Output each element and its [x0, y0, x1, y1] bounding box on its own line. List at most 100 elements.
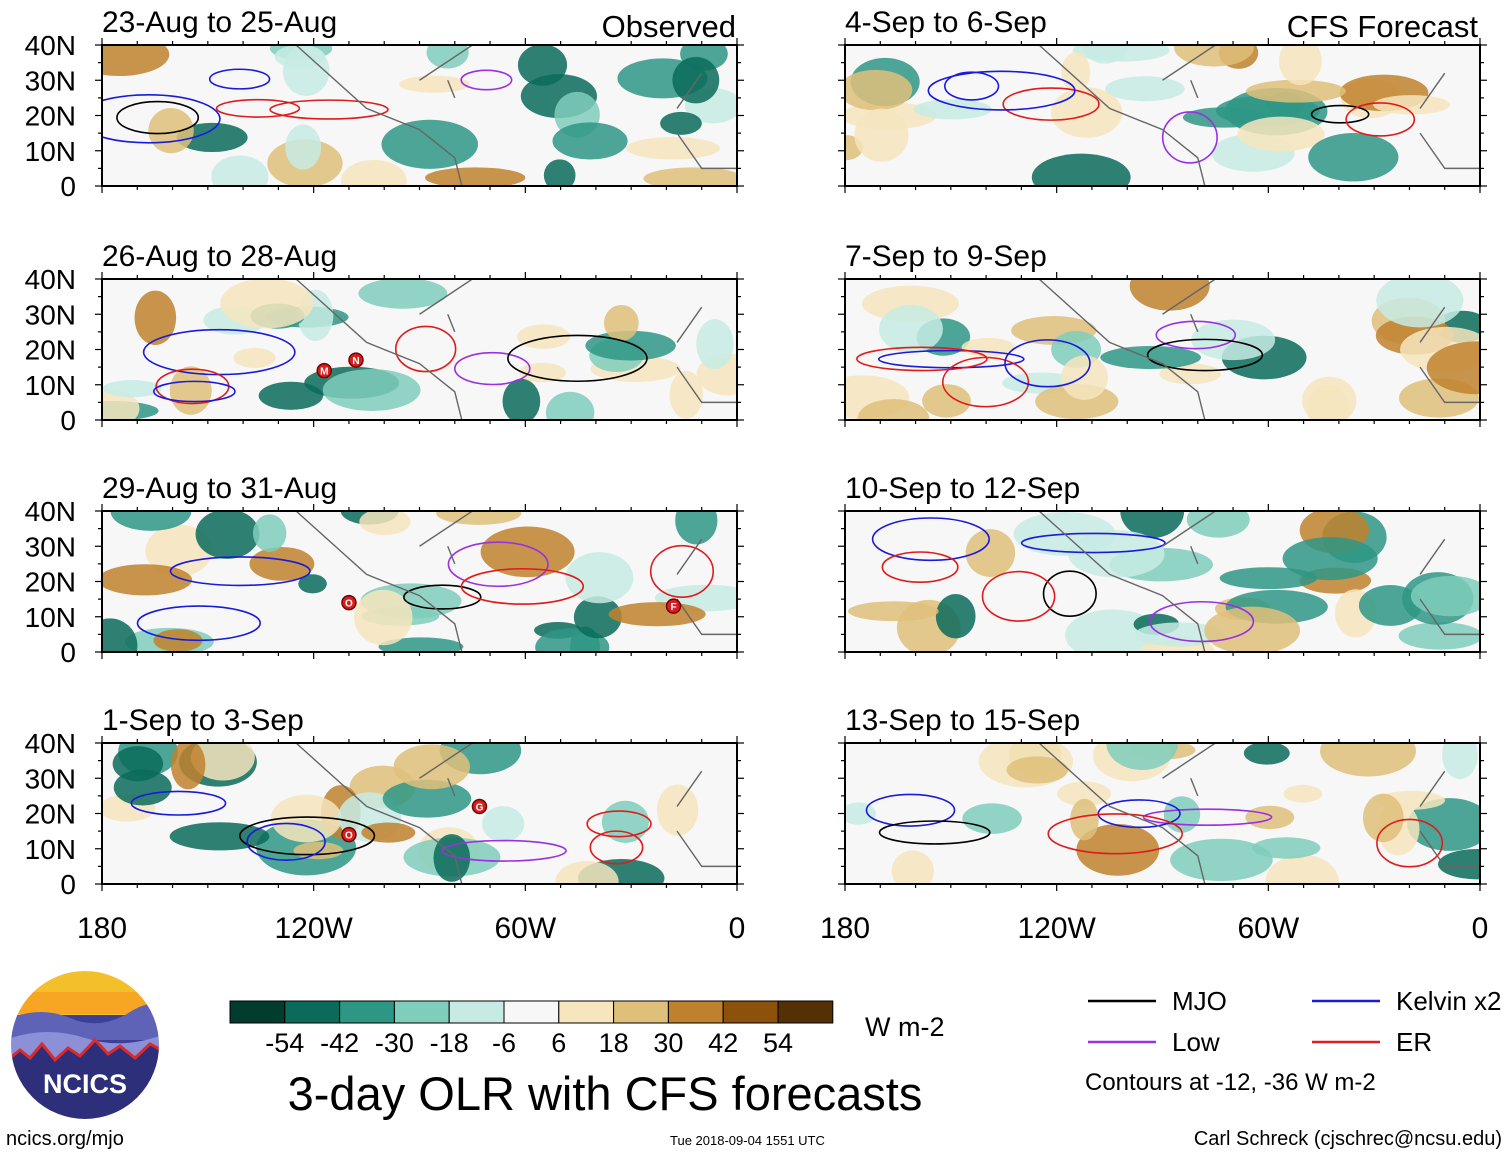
olr-anomaly-blob — [102, 45, 170, 77]
lat-tick-label: 40N — [25, 264, 76, 295]
colorbar-swatch — [777, 1000, 834, 1024]
olr-anomaly-blob — [285, 124, 322, 170]
colorbar-tick-label: -18 — [430, 1028, 469, 1058]
wave-contour — [460, 69, 513, 91]
colorbar-swatch — [284, 1000, 341, 1024]
coastline — [295, 511, 463, 652]
olr-anomaly-blob — [626, 136, 720, 160]
wave-contour — [403, 584, 482, 610]
colorbar-tick-label: 6 — [551, 1028, 566, 1058]
olr-anomaly-blob — [545, 391, 595, 420]
olr-anomaly-blob — [270, 794, 342, 843]
observed-header: Observed — [602, 9, 736, 44]
lat-tick-label: 20N — [25, 799, 76, 830]
coastline — [676, 72, 737, 170]
olr-anomaly-blob — [845, 69, 913, 111]
olr-anomaly-blob — [426, 45, 469, 69]
olr-anomaly-blob — [1252, 837, 1321, 859]
olr-anomaly-blob — [252, 514, 287, 552]
olr-anomaly-blob — [393, 744, 471, 790]
olr-anomaly-blob — [169, 822, 270, 851]
ncics-logo: NCICS — [9, 969, 161, 1121]
olr-anomaly-blob — [1306, 384, 1350, 420]
coastline — [1419, 538, 1480, 636]
wave-contour — [981, 570, 1056, 622]
lat-tick-label: 0 — [60, 869, 76, 900]
storm-marker: O — [341, 594, 357, 611]
wave-contour — [1155, 320, 1237, 350]
colorbar-swatch — [448, 1000, 505, 1024]
colorbar: -54 -42 -30 -18 -6 6 18 30 42 54 — [229, 1000, 834, 1058]
wave-contour — [1310, 104, 1370, 124]
olr-anomaly-blob — [211, 155, 269, 186]
legend: MJO Kelvin x2 Low ER — [1088, 986, 1502, 1057]
olr-anomaly-blob — [298, 574, 327, 594]
lon-tick-label: 60W — [494, 912, 556, 945]
wave-contour — [941, 356, 1030, 408]
olr-anomaly-blob — [675, 511, 718, 545]
olr-anomaly-blob — [1245, 79, 1346, 103]
olr-anomaly-blob — [249, 547, 315, 581]
olr-anomaly-blob — [922, 384, 971, 418]
olr-anomaly-blob — [425, 167, 526, 186]
storm-marker: F — [665, 598, 682, 614]
olr-anomaly-blob — [935, 594, 976, 639]
olr-anomaly-blob — [110, 511, 192, 531]
wave-contour — [152, 380, 236, 403]
olr-anomaly-blob — [195, 511, 260, 559]
panels-group: 40N 30N 20N 10N 0 23-Aug to 25-Aug 40N 30N 20N 10… — [25, 6, 1487, 900]
coastline — [1038, 743, 1206, 884]
coastline — [1038, 511, 1206, 652]
olr-anomaly-blob — [608, 602, 706, 627]
olr-anomaly-blob — [220, 279, 314, 329]
colorbar-swatch — [503, 1000, 560, 1024]
coastline — [419, 45, 473, 99]
olr-anomaly-blob — [848, 601, 939, 622]
lat-tick-label: 0 — [60, 171, 76, 202]
olr-anomaly-blob — [1076, 824, 1160, 876]
olr-anomaly-blob — [1410, 575, 1480, 617]
olr-anomaly-blob — [274, 45, 325, 69]
lat-tick-label: 10N — [25, 136, 76, 167]
coastline — [295, 45, 463, 186]
olr-anomaly-blob — [862, 285, 959, 322]
footer-url[interactable]: ncics.org/mjo — [6, 1128, 124, 1150]
lat-tick-label: 0 — [60, 637, 76, 668]
olr-anomaly-blob — [1174, 45, 1254, 67]
wave-contour — [1097, 799, 1181, 829]
storm-label: O — [345, 599, 353, 610]
olr-anomaly-blob — [102, 618, 138, 652]
olr-anomaly-blob — [1204, 606, 1301, 652]
panel-title: 4-Sep to 6-Sep — [845, 6, 1047, 39]
olr-anomaly-blob — [112, 746, 164, 782]
olr-anomaly-blob — [102, 380, 162, 398]
coastline — [1162, 45, 1216, 99]
coastline — [1162, 279, 1216, 333]
storm-marker: G — [471, 798, 488, 815]
panel: 4-Sep to 6-Sep — [838, 6, 1487, 193]
olr-anomaly-blob — [1129, 279, 1210, 311]
olr-anomaly-blob — [340, 159, 407, 186]
lat-tick-label: 30N — [25, 531, 76, 562]
wave-contour — [1002, 87, 1100, 121]
coastline — [676, 306, 737, 404]
olr-anomaly-blob — [399, 75, 470, 93]
olr-anomaly-blob — [879, 304, 943, 354]
wave-contour — [927, 70, 1076, 111]
lon-tick-label: 120W — [274, 912, 353, 945]
olr-anomaly-blob — [170, 743, 206, 790]
panel-title: 1-Sep to 3-Sep — [102, 704, 304, 737]
coastline — [1162, 743, 1216, 797]
wave-contour — [881, 551, 959, 583]
olr-anomaly-blob — [555, 860, 619, 884]
lat-tick-label: 10N — [25, 370, 76, 401]
panel-title: 7-Sep to 9-Sep — [845, 240, 1047, 273]
olr-anomaly-blob — [134, 290, 177, 345]
olr-anomaly-blob — [153, 629, 203, 652]
olr-anomaly-blob — [436, 511, 522, 525]
colorbar-tick-label: 42 — [708, 1028, 738, 1058]
olr-anomaly-blob — [696, 319, 734, 370]
legend-label: Low — [1172, 1027, 1220, 1057]
olr-anomaly-blob — [519, 362, 566, 383]
